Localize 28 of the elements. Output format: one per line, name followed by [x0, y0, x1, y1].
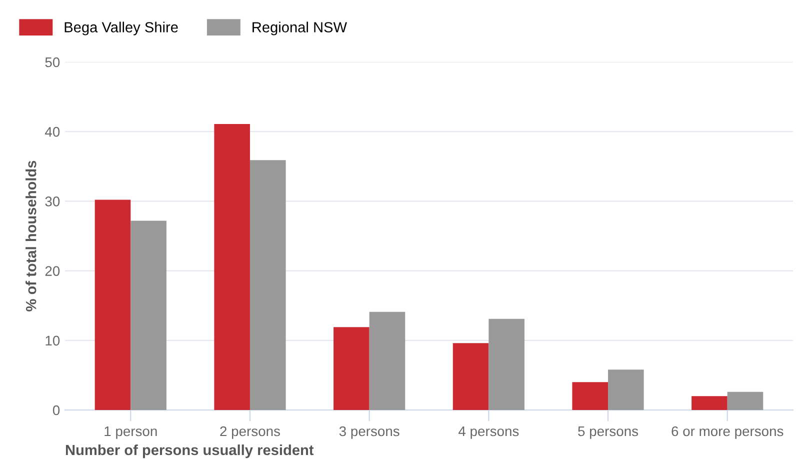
legend-label: Bega Valley Shire: [64, 22, 178, 36]
y-tick-label: 30: [45, 196, 60, 206]
y-tick-label: 20: [45, 266, 60, 276]
bar: [214, 124, 250, 410]
y-tick-label: 40: [45, 126, 60, 137]
x-tick-label: 1 person: [104, 426, 157, 439]
legend-label: Regional NSW: [252, 22, 347, 36]
y-tick-label: 50: [45, 57, 60, 68]
y-axis-title: % of total households: [26, 160, 36, 312]
bar: [130, 220, 166, 410]
bar: [369, 312, 406, 410]
x-axis-title: Number of persons usually resident: [66, 444, 314, 458]
bar: [94, 200, 131, 410]
bar: [692, 396, 728, 410]
x-tick-label: 3 persons: [339, 426, 400, 439]
x-tick-label: 4 persons: [458, 426, 519, 439]
bar: [452, 343, 489, 410]
x-tick-label: 5 persons: [578, 426, 638, 439]
x-tick-label: 2 persons: [220, 426, 280, 439]
bar: [727, 392, 764, 410]
bar: [250, 160, 286, 410]
y-tick-label: 0: [52, 405, 60, 416]
bar: [488, 318, 524, 410]
bar: [572, 382, 608, 410]
bar: [334, 327, 370, 410]
bar: [608, 370, 644, 410]
x-tick-label: 6 or more persons: [672, 426, 784, 439]
y-tick-label: 10: [46, 336, 60, 346]
